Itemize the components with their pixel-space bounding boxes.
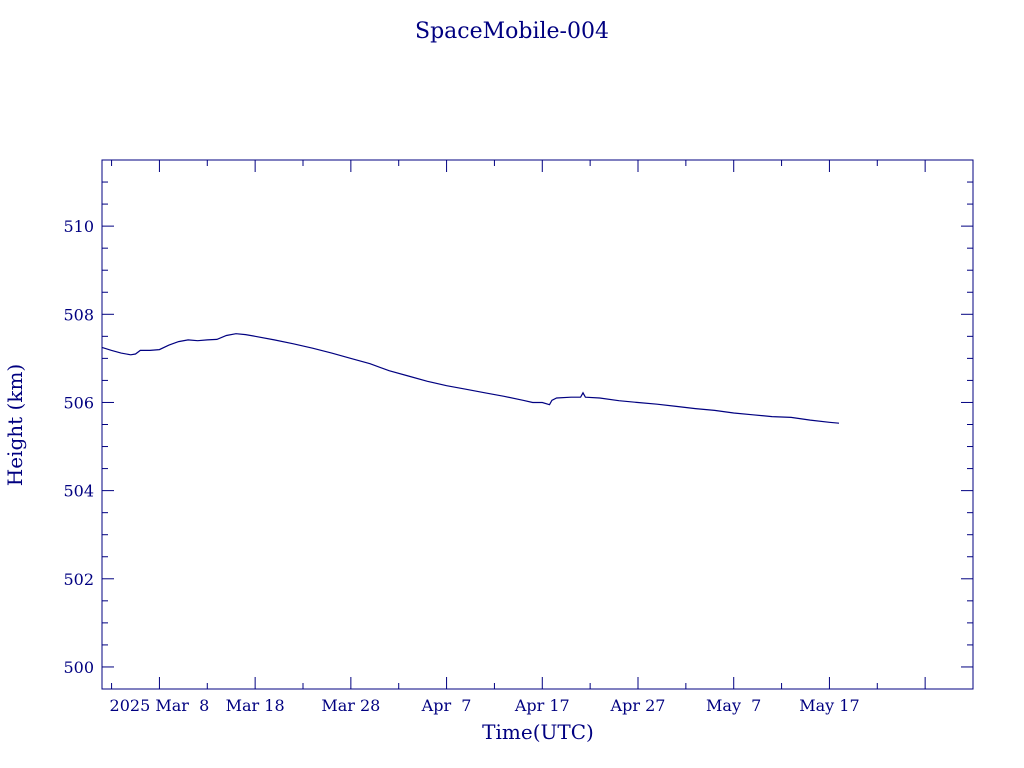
x-tick-label: Apr 17 bbox=[514, 696, 570, 715]
x-tick-label: May 17 bbox=[799, 696, 859, 715]
plot-frame bbox=[101, 159, 974, 690]
x-tick-label: Apr 7 bbox=[421, 696, 472, 715]
tick-marks bbox=[102, 160, 974, 689]
x-tick-labels: 2025 Mar 8 Mar 18 Mar 28 Apr 7 Apr 17 Apr 27 M… bbox=[110, 696, 860, 715]
x-tick-label: May 7 bbox=[706, 696, 761, 715]
chart-title: SpaceMobile-004 bbox=[415, 19, 609, 44]
y-tick-label: 500 bbox=[63, 658, 94, 677]
y-tick-labels: 500 502 504 506 508 510 bbox=[63, 217, 94, 677]
y-tick-label: 504 bbox=[63, 482, 94, 501]
x-tick-label: Apr 27 bbox=[610, 696, 666, 715]
x-tick-label: Mar 28 bbox=[321, 696, 380, 715]
x-tick-label: 2025 Mar 8 bbox=[110, 696, 210, 715]
y-axis-label: Height (km) bbox=[3, 364, 27, 486]
y-tick-label: 502 bbox=[63, 570, 94, 589]
y-tick-label: 510 bbox=[63, 217, 94, 236]
x-tick-label: Mar 18 bbox=[226, 696, 285, 715]
x-axis-label: Time(UTC) bbox=[482, 720, 594, 744]
series-line-height bbox=[101, 333, 840, 424]
y-tick-label: 508 bbox=[63, 305, 94, 324]
y-tick-label: 506 bbox=[63, 393, 94, 412]
